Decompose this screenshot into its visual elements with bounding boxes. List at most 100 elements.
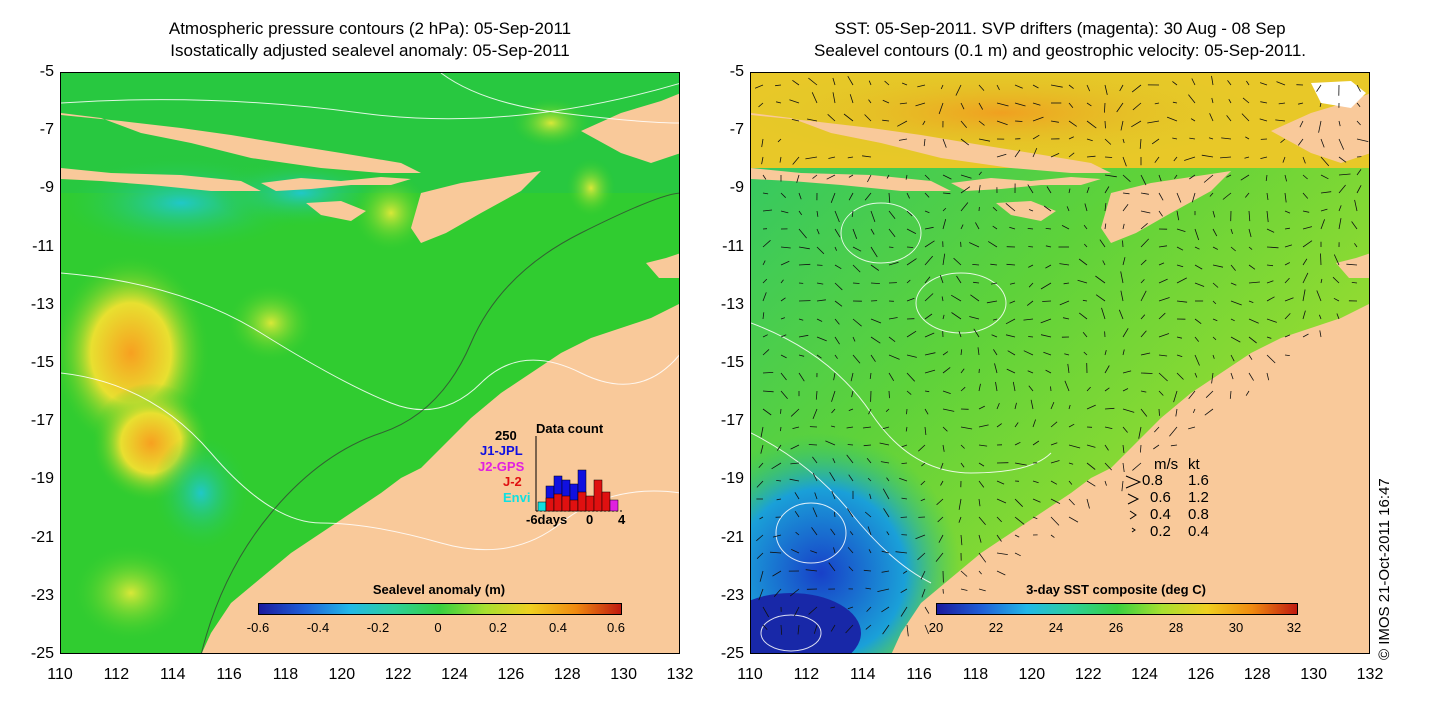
left-colorbar (258, 603, 622, 615)
velocity-vector (834, 354, 838, 359)
velocity-vector (1032, 102, 1041, 106)
velocity-vector (868, 99, 872, 104)
velocity-vector (1068, 120, 1077, 127)
velocity-vector (978, 534, 982, 543)
velocity-vector (906, 192, 910, 199)
velocity-vector (852, 282, 860, 284)
velocity-vector (756, 534, 764, 542)
velocity-vector (1356, 84, 1361, 92)
velocity-vector (1026, 300, 1034, 306)
inset-source-label: Envi (503, 490, 531, 505)
velocity-vector (1266, 264, 1274, 267)
velocity-vector (960, 138, 970, 146)
velocity-vector (1043, 205, 1052, 212)
velocity-vector (756, 552, 764, 559)
velocity-vector (780, 408, 782, 414)
velocity-vector (881, 570, 890, 573)
velocity-vector (921, 462, 926, 467)
velocity-vector (1120, 120, 1124, 131)
velocity-vector (852, 318, 862, 327)
velocity-vector (1266, 210, 1269, 223)
velocity-vector (978, 498, 981, 507)
inset-ymax: 250 (495, 428, 517, 443)
velocity-vector (798, 354, 805, 357)
x-tick-label: 122 (384, 666, 412, 683)
velocity-vector (898, 138, 908, 141)
left-cbar-tick: -0.2 (366, 620, 390, 635)
velocity-vector (901, 82, 908, 86)
velocity-vector (942, 351, 949, 356)
velocity-vector (1230, 372, 1234, 380)
velocity-vector (1230, 336, 1241, 343)
velocity-vector (869, 372, 872, 379)
velocity-vector (1246, 80, 1250, 86)
velocity-vector (1140, 330, 1147, 338)
velocity-vector (882, 426, 890, 430)
island-land (1101, 171, 1231, 243)
velocity-vector (888, 192, 891, 203)
velocity-vector (1014, 402, 1017, 410)
x-tick-label: 126 (1187, 666, 1215, 683)
velocity-vector (886, 477, 890, 482)
velocity-vector (923, 138, 926, 147)
velocity-vector (831, 390, 836, 402)
velocity-vector (1176, 354, 1183, 357)
velocity-vector (1032, 419, 1036, 428)
velocity-vector (1122, 370, 1132, 374)
velocity-vector (832, 77, 836, 86)
x-tick-label: 130 (1300, 666, 1327, 683)
velocity-vector (1175, 408, 1178, 417)
left-cbar-tick: -0.6 (246, 620, 270, 635)
velocity-vector (863, 444, 872, 447)
velocity-vector (1043, 351, 1052, 356)
velocity-vector (1104, 223, 1107, 230)
velocity-vector (924, 210, 930, 214)
velocity-vector (1302, 240, 1313, 248)
velocity-vector (955, 84, 962, 96)
velocity-vector (1176, 372, 1184, 380)
velocity-vector (888, 246, 894, 248)
velocity-vector (905, 426, 908, 432)
velocity-vector (1104, 365, 1110, 374)
velocity-vector (1120, 271, 1124, 284)
velocity-vector (812, 507, 818, 518)
velocity-vector (834, 336, 840, 345)
velocity-vector (1068, 516, 1079, 523)
velocity-vector (1030, 399, 1034, 410)
y-tick-label: -9 (729, 179, 744, 197)
velocity-vector (762, 174, 767, 180)
velocity-vector (886, 174, 890, 179)
velocity-vector (758, 102, 764, 108)
x-tick-label: 116 (906, 666, 932, 683)
x-tick-label: 124 (441, 666, 468, 683)
velocity-vector (816, 299, 826, 302)
velocity-vector (1028, 246, 1034, 248)
velocity-vector (830, 192, 836, 203)
velocity-vector (1158, 354, 1168, 357)
x-tick-label: 116 (216, 666, 242, 683)
velocity-vector (1194, 282, 1205, 287)
velocity-vector (937, 516, 944, 523)
y-tick-label: -21 (30, 528, 54, 546)
velocity-vector (756, 480, 764, 488)
velocity-vector (924, 390, 930, 393)
velocity-vector (996, 516, 1002, 523)
velocity-vector (1014, 441, 1021, 446)
velocity-vector (808, 444, 818, 446)
velocity-vector (1248, 336, 1257, 344)
inset-source-label: J2-GPS (478, 459, 525, 474)
velocity-vector (1194, 246, 1200, 250)
velocity-vector (888, 228, 896, 238)
velocity-vector (754, 84, 764, 89)
velocity-vector (1067, 363, 1070, 374)
y-tick-label: -13 (720, 295, 744, 313)
island-land (61, 168, 261, 191)
velocity-vector (1014, 149, 1021, 158)
left-cbar-tick: 0.4 (548, 620, 568, 635)
velocity-vector (906, 390, 912, 395)
velocity-vector (1266, 354, 1276, 364)
velocity-vector (1241, 113, 1250, 122)
velocity-vector (1104, 174, 1117, 178)
velocity-vector (1028, 209, 1034, 212)
velocity-vector (1320, 156, 1330, 167)
